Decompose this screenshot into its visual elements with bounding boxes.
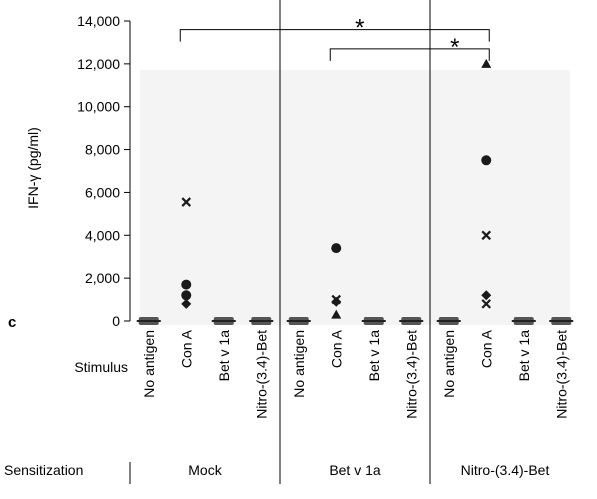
stimulus-row-label: Stimulus: [74, 359, 128, 375]
stimulus-label: Bet v 1a: [516, 330, 532, 382]
y-tick-label: 12,000: [77, 56, 120, 72]
significance-label: *: [450, 34, 459, 61]
data-point: [481, 155, 492, 166]
y-tick-label: 10,000: [77, 99, 120, 115]
stimulus-label: Con A: [178, 329, 194, 368]
stimulus-label: Con A: [328, 329, 344, 368]
data-point: [181, 290, 192, 301]
sensitization-row-label: Sensitization: [4, 462, 83, 478]
stimulus-label: Bet v 1a: [216, 330, 232, 382]
data-point: [481, 58, 492, 68]
y-axis: 0 2,000 4,000 6,000 8,000 10,000 12,000 14,000: [77, 13, 131, 329]
y-tick-label: 4,000: [85, 227, 120, 243]
data-point: [181, 298, 192, 309]
sensitization-group-label: Mock: [188, 462, 222, 478]
y-tick-label: 8,000: [85, 142, 120, 158]
significance-brackets: **: [179, 15, 490, 61]
data-point: [331, 296, 342, 307]
panel-label: c: [8, 314, 16, 331]
y-tick-label: 14,000: [77, 13, 120, 29]
y-tick-label: 0: [112, 313, 120, 329]
significance-label: *: [355, 15, 364, 42]
data-point: [481, 299, 492, 309]
sensitization-group-label: Bet v 1a: [329, 462, 381, 478]
data-point: [331, 309, 342, 319]
significance-bracket: [329, 48, 490, 61]
y-tick-label: 6,000: [85, 184, 120, 200]
group-separators: [129, 0, 431, 484]
stimulus-label: Con A: [478, 329, 494, 368]
data-point: [481, 290, 492, 301]
data-point: [481, 230, 492, 241]
plot-shading: [140, 70, 570, 325]
data-point: [181, 197, 192, 207]
stimulus-label: Nitro-(3.4)-Bet: [403, 330, 419, 419]
sensitization-group-label: Nitro-(3.4)-Bet: [461, 462, 550, 478]
stimulus-label: Bet v 1a: [366, 330, 382, 382]
significance-bracket: [179, 29, 490, 42]
data-point: [181, 279, 192, 290]
y-tick-label: 2,000: [85, 270, 120, 286]
stimulus-label: No antigen: [141, 330, 157, 398]
data-points: [136, 58, 574, 325]
sensitization-labels: Mock Bet v 1a Nitro-(3.4)-Bet: [188, 462, 549, 478]
y-axis-label: IFN-γ (pg/ml): [25, 127, 41, 209]
plot-area: [140, 70, 570, 325]
stimulus-label: No antigen: [291, 330, 307, 398]
stimulus-labels: No antigen Con A Bet v 1a Nitro-(3.4)-Bet No…: [141, 329, 570, 418]
data-point: [331, 243, 342, 254]
stimulus-label: No antigen: [441, 330, 457, 398]
stimulus-label: Nitro-(3.4)-Bet: [253, 330, 269, 419]
stimulus-label: Nitro-(3.4)-Bet: [553, 330, 569, 419]
